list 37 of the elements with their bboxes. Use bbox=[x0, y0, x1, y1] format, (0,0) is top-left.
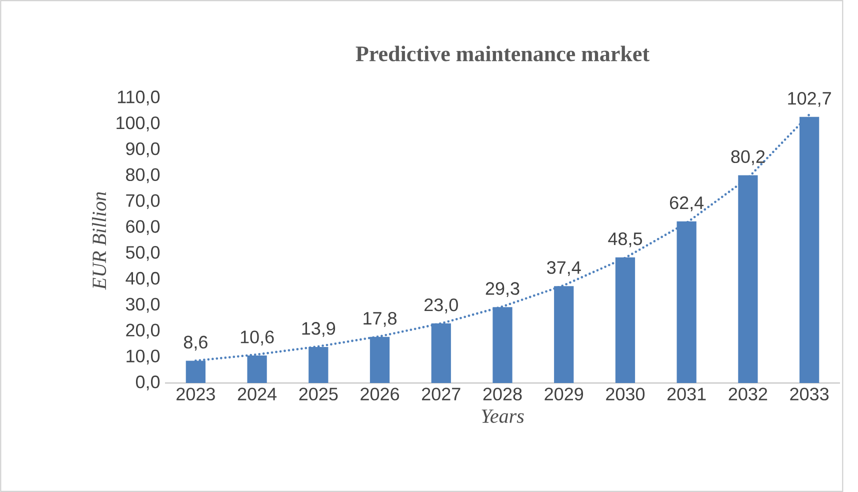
y-tick-label: 10,0 bbox=[126, 350, 160, 365]
data-label: 62,4 bbox=[670, 196, 704, 212]
x-tick-label: 2027 bbox=[422, 388, 460, 400]
data-label: 13,9 bbox=[302, 322, 336, 337]
y-tick-label: 100,0 bbox=[116, 116, 160, 132]
y-tick-label: 0,0 bbox=[136, 376, 160, 390]
data-label: 17,8 bbox=[364, 312, 396, 327]
data-label: 8,6 bbox=[184, 336, 208, 351]
data-label: 80,2 bbox=[731, 150, 765, 166]
y-tick-label: 40,0 bbox=[126, 272, 160, 287]
y-tick-label: 80,0 bbox=[126, 168, 160, 184]
data-label: 29,3 bbox=[486, 282, 520, 298]
data-label: 10,6 bbox=[240, 330, 274, 346]
chart-title: Predictive maintenance market bbox=[356, 46, 650, 62]
x-axis-title: Years bbox=[482, 410, 524, 423]
y-tick-label: 110,0 bbox=[118, 90, 160, 106]
x-tick-label: 2025 bbox=[299, 388, 338, 400]
y-axis-title: EUR Billion bbox=[92, 192, 106, 290]
data-label: 23,0 bbox=[424, 298, 458, 314]
x-tick-label: 2024 bbox=[238, 388, 277, 400]
x-tick-label: 2031 bbox=[667, 388, 706, 400]
x-tick-label: 2026 bbox=[360, 388, 399, 400]
y-tick-label: 70,0 bbox=[126, 194, 160, 210]
x-tick-label: 2030 bbox=[606, 388, 645, 400]
y-tick-label: 30,0 bbox=[126, 298, 160, 313]
y-tick-label: 50,0 bbox=[126, 246, 160, 261]
x-tick-label: 2033 bbox=[790, 388, 829, 400]
y-tick-label: 60,0 bbox=[126, 220, 160, 235]
data-label: 48,5 bbox=[608, 232, 642, 248]
x-tick-label: 2029 bbox=[544, 388, 584, 400]
x-tick-label: 2023 bbox=[176, 388, 215, 400]
data-label: 37,4 bbox=[547, 261, 581, 276]
y-tick-label: 90,0 bbox=[126, 142, 160, 158]
y-tick-label: 20,0 bbox=[126, 324, 160, 339]
x-tick-label: 2032 bbox=[728, 388, 768, 400]
data-label: 102,7 bbox=[788, 92, 831, 107]
x-tick-label: 2028 bbox=[483, 388, 522, 400]
